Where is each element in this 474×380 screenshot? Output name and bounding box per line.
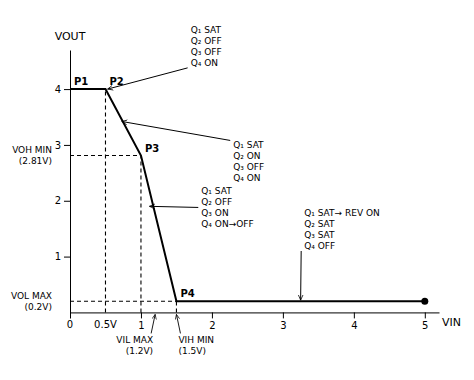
text-line: (1.2V) xyxy=(126,346,153,356)
annotation: Q₁ SATQ₂ ONQ₃ OFFQ₄ ON xyxy=(233,140,264,183)
annotation-arrow xyxy=(122,121,230,140)
annotation-arrow xyxy=(149,206,198,207)
x-tick-mark xyxy=(141,312,142,318)
x-tick-mark xyxy=(212,312,213,318)
x-tick: 2 xyxy=(209,312,215,330)
reference-line xyxy=(70,155,141,156)
x-marker-label: VIH MIN(1.5V) xyxy=(178,335,214,356)
point-label: P3 xyxy=(145,143,159,154)
reference-line xyxy=(105,89,106,312)
chart: 123451234P1P2P3P4Q₁ SATQ₂ OFFQ₃ OFFQ₄ ON… xyxy=(0,0,474,380)
y-tick: 3 xyxy=(55,140,70,151)
text-line: Q₃ OFF xyxy=(233,162,264,172)
text-line: VOL MAX xyxy=(11,291,52,301)
point-label: P1 xyxy=(74,76,88,87)
text-line: Q₁ SAT xyxy=(201,186,232,196)
x-marker-arrow xyxy=(151,314,155,333)
x-tick: 4 xyxy=(351,312,357,330)
x-axis: 1 2 3 4 5 xyxy=(71,312,440,330)
y-label: VOL MAX(0.2V) xyxy=(11,291,52,312)
text-line: Q₂ ON xyxy=(233,151,260,161)
text-line: VIH MIN xyxy=(178,335,214,345)
x-tick-label: 4 xyxy=(351,320,357,331)
text-line: Q₃ ON xyxy=(201,208,228,218)
x-tick: 1 xyxy=(138,312,144,330)
x-tick-label: 2 xyxy=(209,320,215,331)
y-tick: 2 xyxy=(55,195,70,206)
data-group xyxy=(70,89,428,312)
annotation: Q₁ SAT→ REV ONQ₂ SATQ₃ SATQ₄ OFF xyxy=(304,208,380,251)
y-axis-line xyxy=(70,51,71,319)
text-line: VOH MIN xyxy=(12,145,52,155)
y-tick-mark xyxy=(64,89,70,90)
y-tick-label: 2 xyxy=(55,195,61,206)
text-line: Q₄ ON→OFF xyxy=(201,219,253,229)
x-tick-label: 1 xyxy=(138,320,144,331)
y-tick-label: 4 xyxy=(55,84,61,95)
text-line: Q₁ SAT xyxy=(191,25,222,35)
plot-area: 1 2 3 4 5 1 2 3 4P1P2P3P4Q₁ SATQ₂ OFFQ₃ OFFQ₄ ON… xyxy=(11,25,461,356)
y-tick-label: 3 xyxy=(55,140,61,151)
x-marker-label: VIL MAX(1.2V) xyxy=(116,335,153,356)
y-axis: 1 2 3 4 xyxy=(55,51,71,319)
text-line: (0.2V) xyxy=(25,302,53,312)
y-tick-mark xyxy=(64,201,70,202)
texts: P1P2P3P4Q₁ SATQ₂ OFFQ₃ OFFQ₄ ONQ₁ SATQ₂ … xyxy=(11,25,461,356)
x-axis-line xyxy=(71,312,440,313)
annotation: Q₁ SATQ₂ OFFQ₃ ONQ₄ ON→OFF xyxy=(201,186,253,229)
reference-line xyxy=(70,301,176,302)
text-line: Q₂ OFF xyxy=(191,36,222,46)
text-line: Q₂ OFF xyxy=(201,197,232,207)
end-point xyxy=(421,298,428,305)
y-tick: 4 xyxy=(55,84,70,95)
text-line: (1.5V) xyxy=(178,346,206,356)
x-tick-mark xyxy=(283,312,284,318)
text-line: Q₃ OFF xyxy=(191,47,222,57)
x-axis-title: VIN xyxy=(442,316,461,329)
text-line: Q₃ SAT xyxy=(304,230,335,240)
x-tick: 5 xyxy=(422,312,428,330)
x-tick-mark xyxy=(425,312,426,318)
y-label: VOH MIN(2.81V) xyxy=(12,145,52,166)
text-line: Q₁ SAT→ REV ON xyxy=(304,208,380,218)
point-label: P4 xyxy=(180,288,194,299)
curve xyxy=(70,89,425,301)
text-line: Q₄ ON xyxy=(233,173,260,183)
text-line: (2.81V) xyxy=(19,156,52,166)
y-axis-title: VOUT xyxy=(55,30,86,43)
x-label: 0.5V xyxy=(94,319,117,330)
text-line: Q₄ OFF xyxy=(304,241,335,251)
annotation-arrow xyxy=(300,251,302,300)
text-line: Q₂ SAT xyxy=(304,219,335,229)
y-tick-mark xyxy=(64,257,70,258)
y-tick-mark xyxy=(64,145,70,146)
annotation: Q₁ SATQ₂ OFFQ₃ OFFQ₄ ON xyxy=(191,25,222,68)
x-marker-arrow xyxy=(176,314,180,333)
reference-line xyxy=(176,301,177,312)
x-label: 0 xyxy=(67,319,73,330)
x-tick: 3 xyxy=(280,312,286,330)
text-line: VIL MAX xyxy=(116,335,153,345)
text-line: Q₁ SAT xyxy=(233,140,264,150)
x-tick-label: 5 xyxy=(422,320,428,331)
reference-line xyxy=(140,156,141,313)
x-tick-label: 3 xyxy=(280,320,286,331)
x-tick-mark xyxy=(354,312,355,318)
text-line: Q₄ ON xyxy=(191,58,218,68)
y-tick: 1 xyxy=(55,251,70,262)
annotation-arrow xyxy=(108,68,188,89)
y-tick-label: 1 xyxy=(55,251,61,262)
